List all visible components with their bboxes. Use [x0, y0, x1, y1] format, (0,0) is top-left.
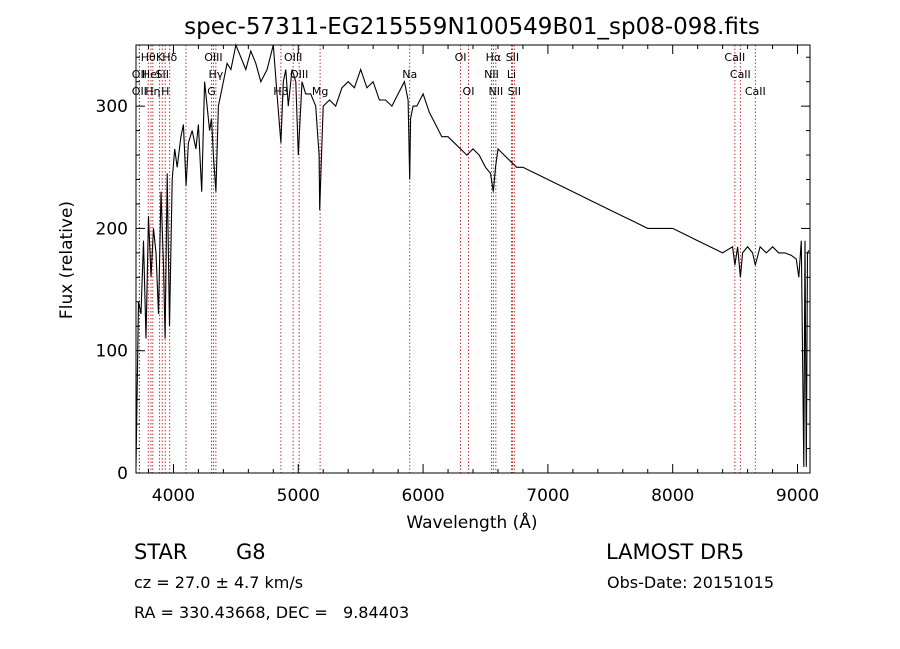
- class-label: STAR: [134, 540, 188, 564]
- y-tick-label-0: 0: [117, 464, 128, 484]
- y-tick-label-3: 300: [96, 97, 128, 117]
- line-markers: [138, 45, 756, 473]
- line-label-5: SII: [155, 68, 168, 81]
- obs-date-label: Obs-Date: 20151015: [607, 573, 775, 592]
- line-label-18: OI: [455, 51, 467, 64]
- y-axis: 0 100 200 300: [96, 56, 810, 484]
- x-tick-label-2: 6000: [401, 486, 444, 506]
- line-label-28: CaII: [745, 85, 766, 98]
- line-label-24: Li: [507, 68, 516, 81]
- line-label-22: NII: [488, 85, 503, 98]
- x-tick-label-0: 4000: [152, 486, 195, 506]
- spectrum-line: [135, 43, 810, 467]
- redshift-label: cz = 27.0 ± 4.7 km/s: [134, 573, 304, 592]
- line-label-7: Hη: [145, 85, 160, 98]
- x-tick-label-3: 7000: [526, 486, 569, 506]
- x-axis: 4000 5000 6000 7000 8000 9000: [147, 45, 819, 506]
- x-tick-label-1: 5000: [277, 486, 320, 506]
- y-tick-label-1: 100: [96, 342, 128, 362]
- line-label-26: CaII: [724, 51, 745, 64]
- line-label-25: SII: [508, 85, 521, 98]
- line-label-8: H: [161, 85, 169, 98]
- line-label-11: Hγ: [208, 68, 223, 81]
- y-axis-label: Flux (relative): [57, 201, 77, 319]
- line-label-10: OIII: [204, 51, 222, 64]
- line-label-4: HeI: [142, 68, 160, 81]
- line-label-16: Mg: [312, 85, 328, 98]
- chart-title: spec-57311-EG215559N100549B01_sp08-098.f…: [184, 14, 760, 40]
- x-axis-label: Wavelength (Å): [406, 511, 537, 533]
- line-label-2: Hδ: [162, 51, 177, 64]
- coords-label: RA = 330.43668, DEC = 9.84403: [134, 603, 410, 622]
- y-tick-label-2: 200: [96, 219, 128, 239]
- subclass-label: G8: [236, 540, 266, 564]
- line-label-14: OIII: [284, 51, 302, 64]
- plot-frame: [135, 44, 811, 474]
- line-label-27: CaII: [730, 68, 751, 81]
- line-label-20: Hα: [486, 51, 502, 64]
- line-label-21: NII: [484, 68, 499, 81]
- line-label-0: Hθ: [141, 51, 156, 64]
- line-label-19: OI: [463, 85, 475, 98]
- line-label-13: Hβ: [273, 85, 288, 98]
- survey-label: LAMOST DR5: [606, 540, 745, 564]
- x-tick-label-5: 9000: [776, 486, 819, 506]
- line-label-12: G: [207, 85, 216, 98]
- line-label-17: Na: [402, 68, 417, 81]
- line-label-23: SII: [506, 51, 519, 64]
- line-label-1: K: [156, 51, 164, 64]
- x-tick-label-4: 8000: [651, 486, 694, 506]
